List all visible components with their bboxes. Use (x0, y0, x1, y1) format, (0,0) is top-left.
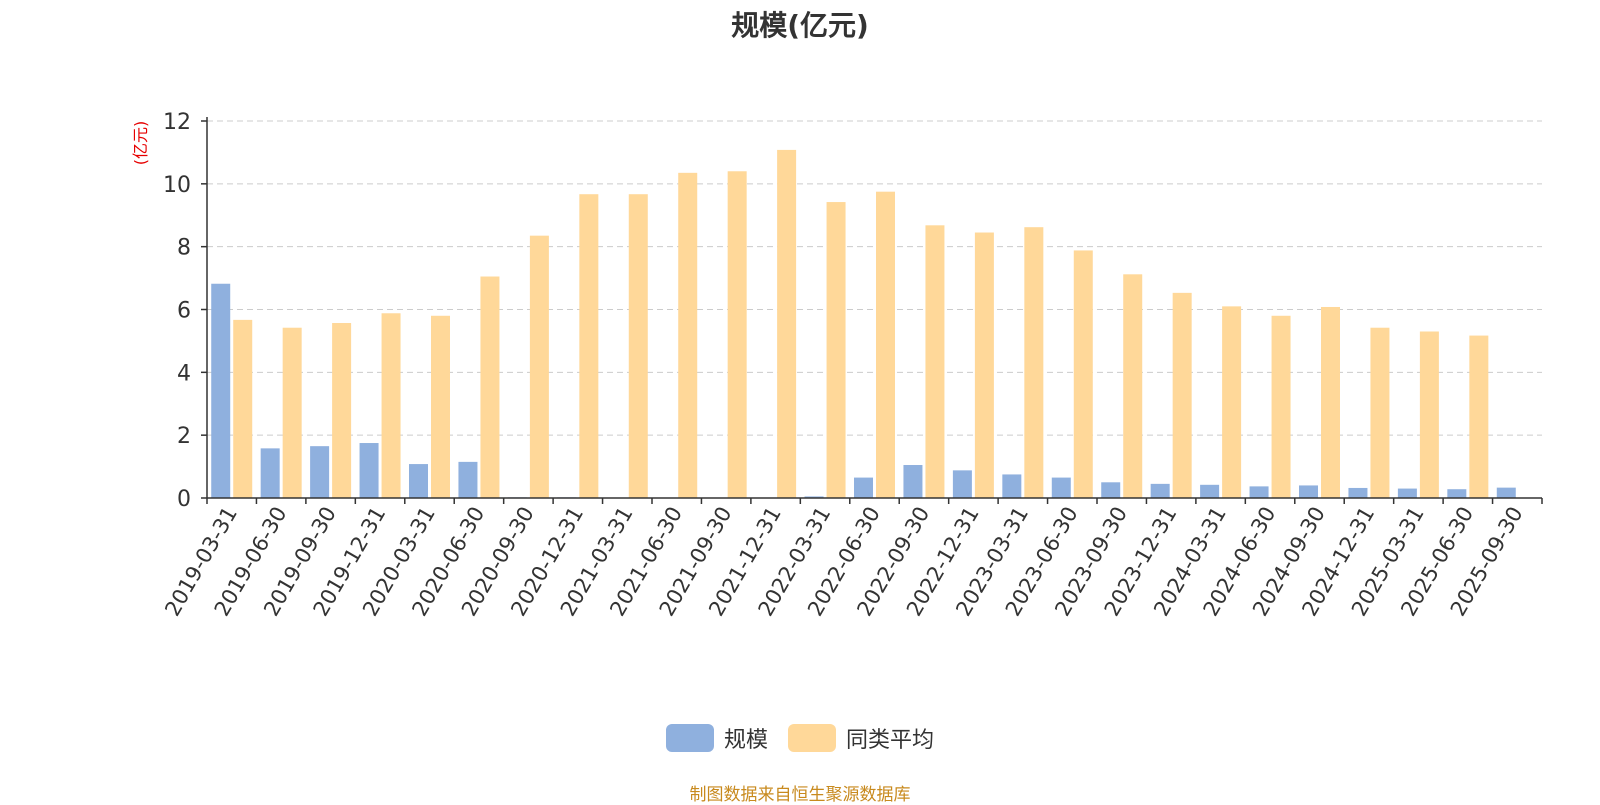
bar-peer-average[interactable] (876, 192, 895, 498)
bar-scale[interactable] (1299, 485, 1318, 498)
bar-peer-average[interactable] (1469, 336, 1488, 498)
bar-scale[interactable] (360, 443, 379, 498)
bar-scale[interactable] (1398, 489, 1417, 498)
bar-scale[interactable] (1101, 482, 1120, 498)
y-tick-label: 8 (177, 236, 191, 261)
bar-chart: 0246810122019-03-312019-06-302019-09-302… (0, 0, 1600, 700)
bar-peer-average[interactable] (1370, 328, 1389, 498)
bar-peer-average[interactable] (530, 236, 549, 498)
bar-peer-average[interactable] (1024, 227, 1043, 498)
bar-peer-average[interactable] (925, 225, 944, 498)
bar-peer-average[interactable] (382, 313, 401, 498)
bar-peer-average[interactable] (827, 202, 846, 498)
legend-item-peer-average[interactable]: 同类平均 (788, 722, 934, 754)
legend-swatch-scale (666, 724, 714, 752)
bar-scale[interactable] (1052, 478, 1071, 498)
bar-scale[interactable] (953, 470, 972, 498)
bar-scale[interactable] (1200, 485, 1219, 498)
y-tick-label: 0 (177, 487, 191, 512)
bar-scale[interactable] (1497, 488, 1516, 498)
bar-scale[interactable] (310, 446, 329, 498)
bar-peer-average[interactable] (1272, 316, 1291, 498)
bar-peer-average[interactable] (1123, 274, 1142, 498)
bar-peer-average[interactable] (1074, 250, 1093, 498)
bar-scale[interactable] (458, 462, 477, 498)
bar-peer-average[interactable] (678, 173, 697, 498)
bar-peer-average[interactable] (579, 194, 598, 498)
bar-scale[interactable] (1250, 486, 1269, 498)
bar-peer-average[interactable] (777, 150, 796, 498)
y-tick-label: 12 (163, 110, 191, 135)
legend-label-peer-average: 同类平均 (846, 722, 934, 754)
y-axis-label: (亿元) (131, 121, 150, 166)
bar-peer-average[interactable] (233, 320, 252, 498)
bar-scale[interactable] (903, 465, 922, 498)
bar-scale[interactable] (1002, 474, 1021, 498)
bar-scale[interactable] (1151, 484, 1170, 498)
legend-label-scale: 规模 (724, 722, 768, 754)
bar-peer-average[interactable] (728, 171, 747, 498)
bars (211, 150, 1516, 498)
bar-peer-average[interactable] (975, 233, 994, 498)
y-tick-label: 6 (177, 299, 191, 324)
data-source-note: 制图数据来自恒生聚源数据库 (0, 780, 1600, 805)
legend: 规模 同类平均 (0, 722, 1600, 754)
legend-item-scale[interactable]: 规模 (666, 722, 768, 754)
bar-scale[interactable] (211, 284, 230, 498)
bar-peer-average[interactable] (1321, 307, 1340, 498)
y-tick-label: 4 (177, 361, 191, 386)
bar-peer-average[interactable] (1420, 331, 1439, 498)
bar-peer-average[interactable] (629, 194, 648, 498)
y-tick-label: 2 (177, 424, 191, 449)
bar-peer-average[interactable] (332, 323, 351, 498)
bar-scale[interactable] (261, 448, 280, 498)
legend-swatch-peer-average (788, 724, 836, 752)
bar-scale[interactable] (854, 478, 873, 498)
bar-peer-average[interactable] (480, 277, 499, 498)
bar-peer-average[interactable] (1173, 293, 1192, 498)
bar-scale[interactable] (1348, 488, 1367, 498)
bar-peer-average[interactable] (1222, 306, 1241, 498)
bar-scale[interactable] (409, 464, 428, 498)
bar-peer-average[interactable] (431, 316, 450, 498)
bar-scale[interactable] (1447, 489, 1466, 498)
y-tick-label: 10 (163, 173, 191, 198)
grid-lines (207, 121, 1542, 435)
bar-peer-average[interactable] (283, 328, 302, 498)
